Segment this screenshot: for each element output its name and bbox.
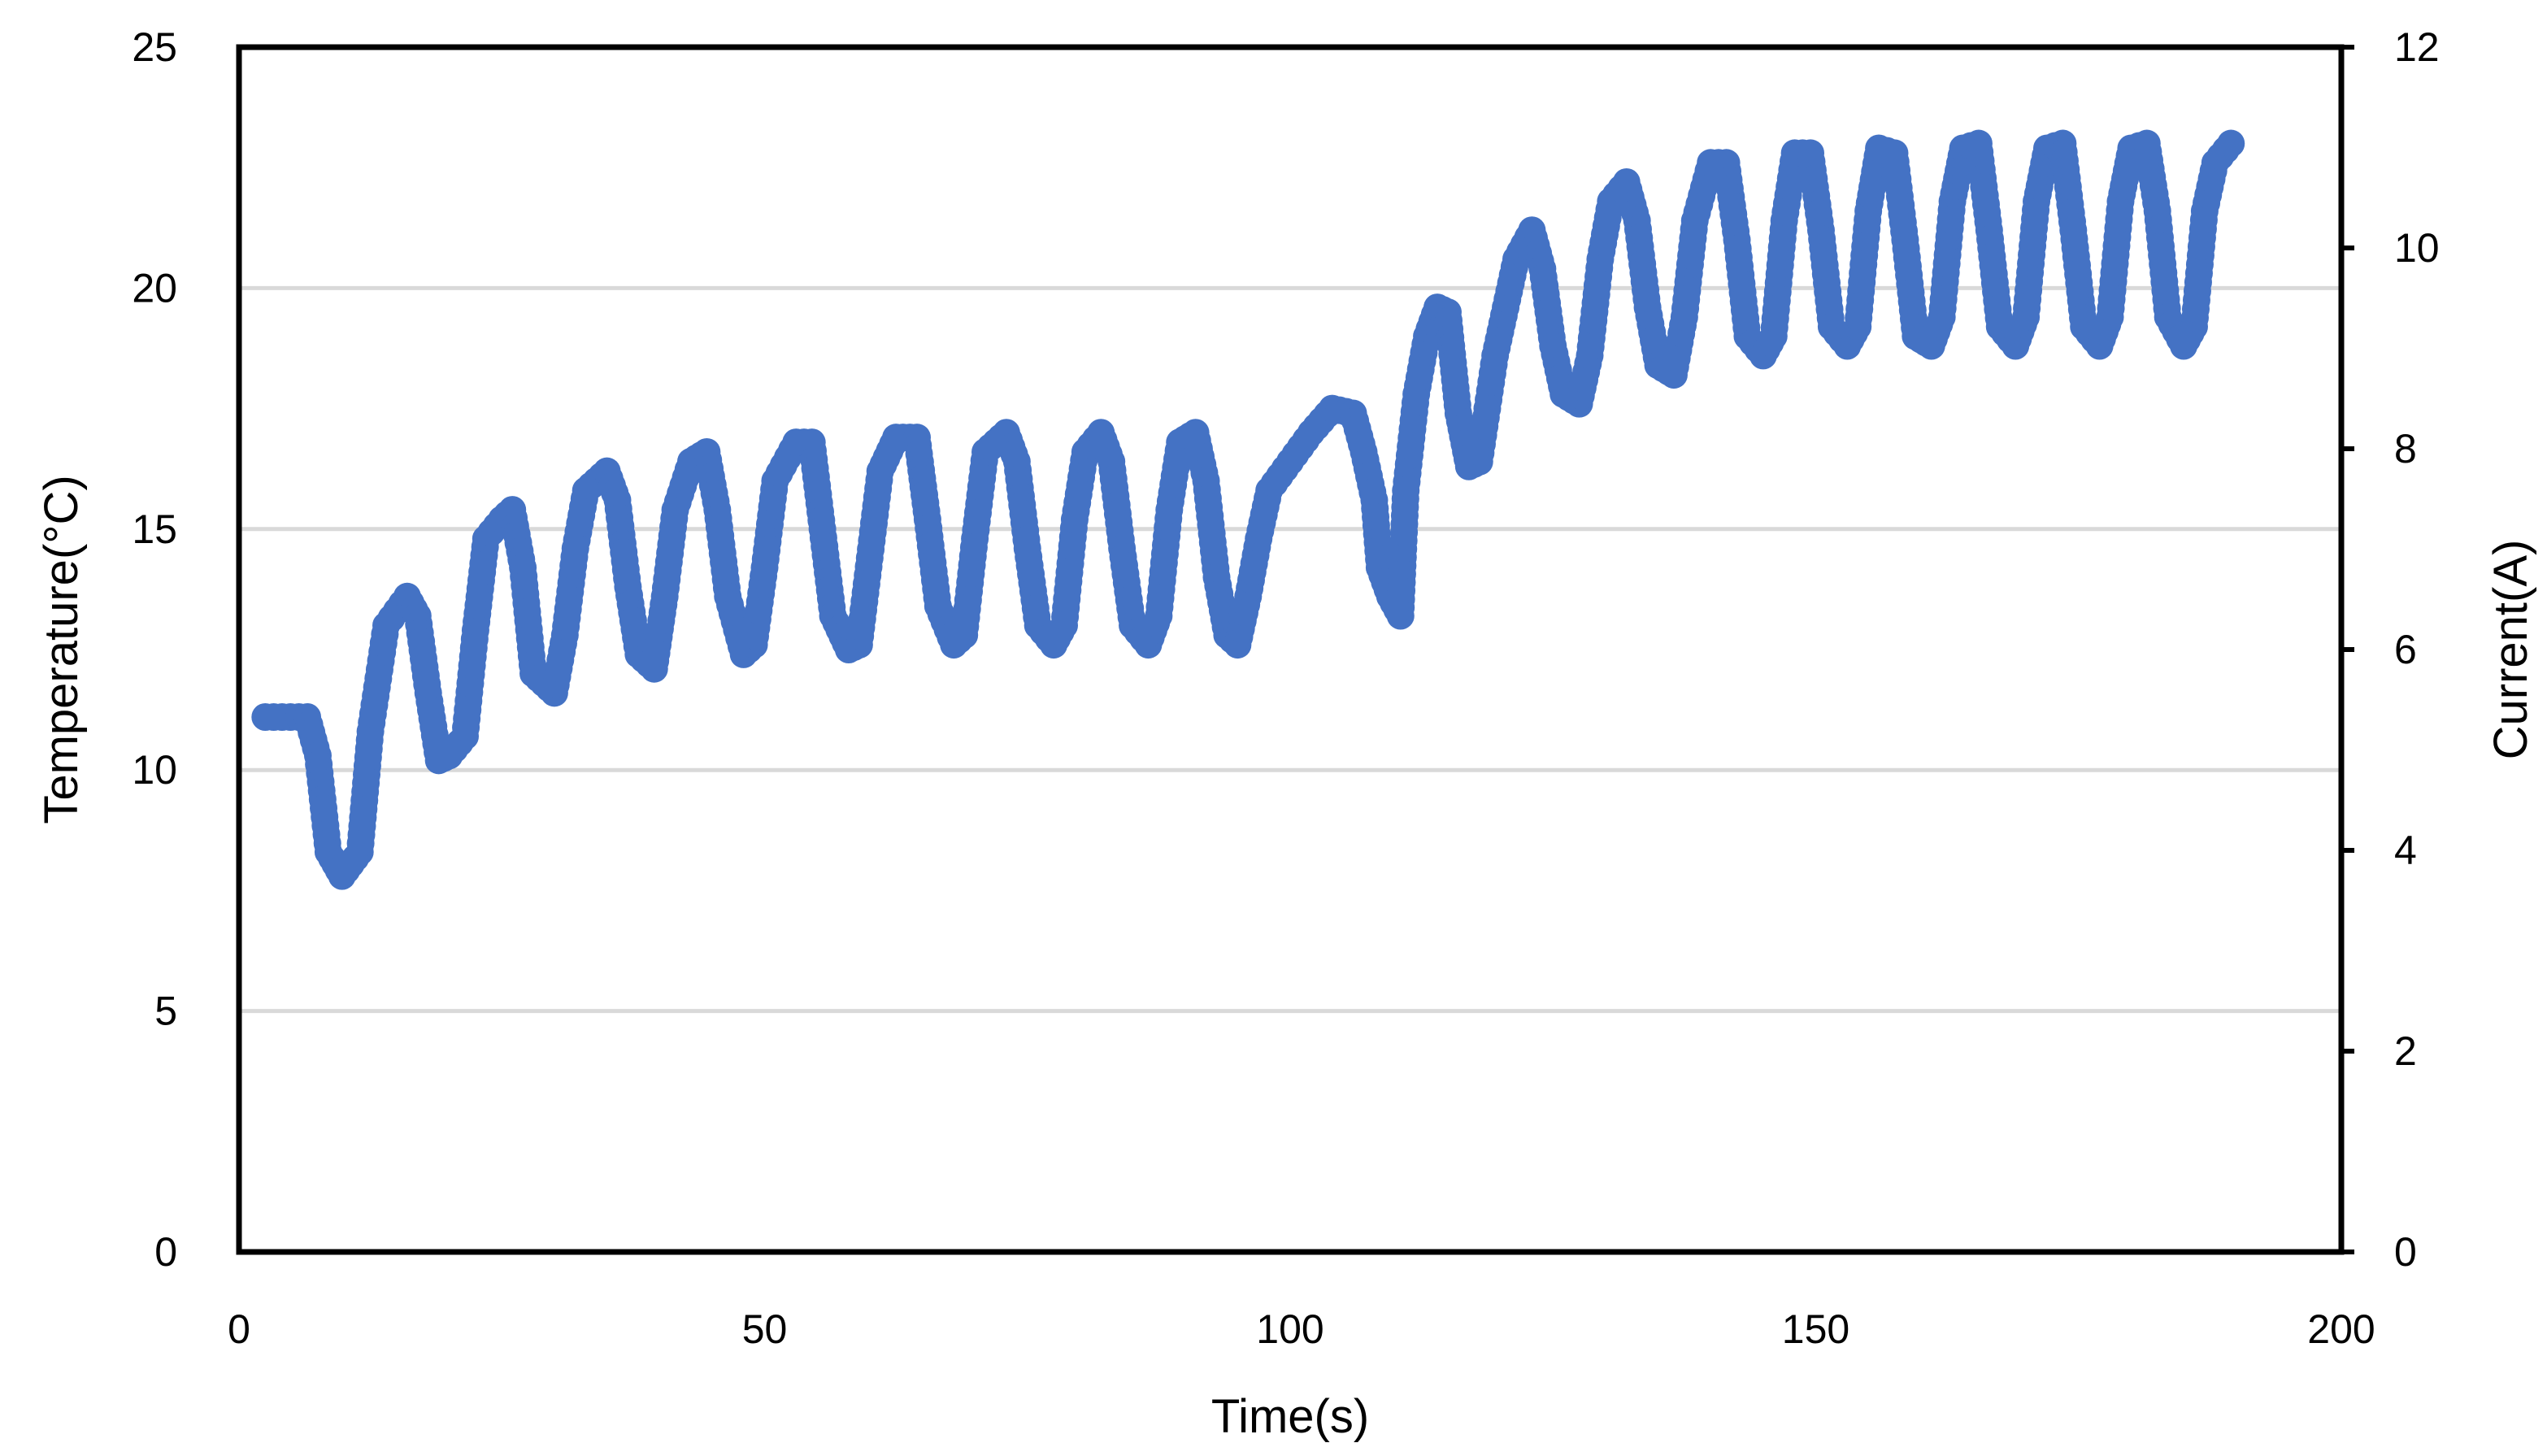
tick-labels: 0 5 10 15 20 25 0 50 100 150 200 0 2 4 6 8 10 12 (132, 24, 2439, 1352)
y2-tick-label: 6 (2394, 627, 2417, 672)
x-tick-label: 150 (1782, 1306, 1849, 1352)
y-axis-title: Temperature(°C) (35, 475, 88, 824)
y-tick-label: 0 (154, 1229, 177, 1275)
y2-tick-label: 10 (2394, 225, 2440, 271)
y-tick-label: 20 (132, 265, 177, 311)
secondary-y-axis (2341, 45, 2354, 1254)
data-point (2217, 129, 2245, 158)
y2-axis-title: Current(A) (2484, 540, 2537, 760)
x-axis-title: Time(s) (1211, 1390, 1369, 1443)
y2-tick-label: 12 (2394, 24, 2440, 70)
y2-tick-label: 8 (2394, 426, 2417, 472)
x-tick-label: 50 (742, 1306, 788, 1352)
x-tick-label: 100 (1256, 1306, 1323, 1352)
x-tick-label: 200 (2307, 1306, 2375, 1352)
y2-tick-label: 0 (2394, 1229, 2417, 1275)
data-series-temperature (251, 129, 2245, 890)
y-tick-label: 5 (154, 989, 177, 1034)
y2-tick-label: 2 (2394, 1028, 2417, 1074)
y2-tick-label: 4 (2394, 828, 2417, 873)
y-tick-label: 10 (132, 747, 177, 793)
y-tick-label: 25 (132, 24, 177, 70)
y-tick-label: 15 (132, 506, 177, 552)
x-tick-label: 0 (228, 1306, 250, 1352)
